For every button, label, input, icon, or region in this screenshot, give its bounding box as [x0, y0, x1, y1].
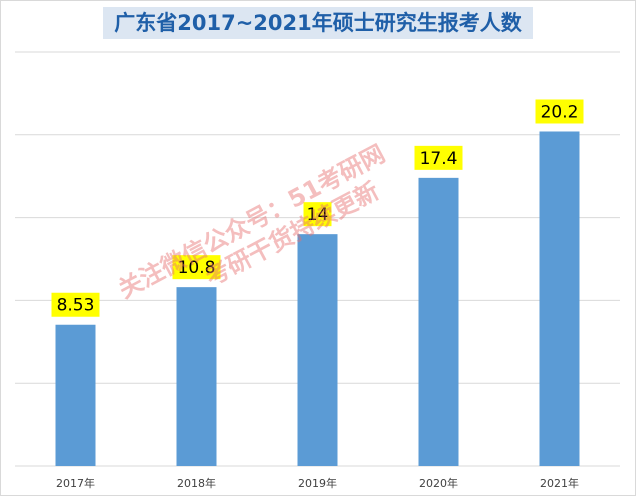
data-label-background [303, 202, 332, 227]
title-background [103, 7, 533, 39]
data-label: 10.8 [178, 258, 216, 278]
data-label-background [51, 292, 100, 317]
chart-title: 广东省2017~2021年硕士研究生报考人数 [114, 11, 522, 35]
bar [539, 131, 580, 466]
x-tick-label: 2020年 [419, 476, 458, 490]
data-label: 8.53 [57, 296, 95, 316]
data-label-background [535, 99, 584, 124]
data-label: 17.4 [420, 149, 458, 169]
bar [55, 324, 96, 466]
x-tick-label: 2021年 [540, 476, 579, 490]
bar [176, 287, 217, 466]
x-tick-label: 2019年 [298, 476, 337, 490]
data-label-background [172, 255, 221, 280]
x-tick-label: 2018年 [177, 476, 216, 490]
x-tick-label: 2017年 [56, 476, 95, 490]
bar [297, 234, 338, 466]
data-label: 20.2 [541, 102, 579, 122]
data-label: 14 [307, 205, 329, 225]
data-label-background [414, 145, 463, 170]
bar [418, 177, 459, 466]
